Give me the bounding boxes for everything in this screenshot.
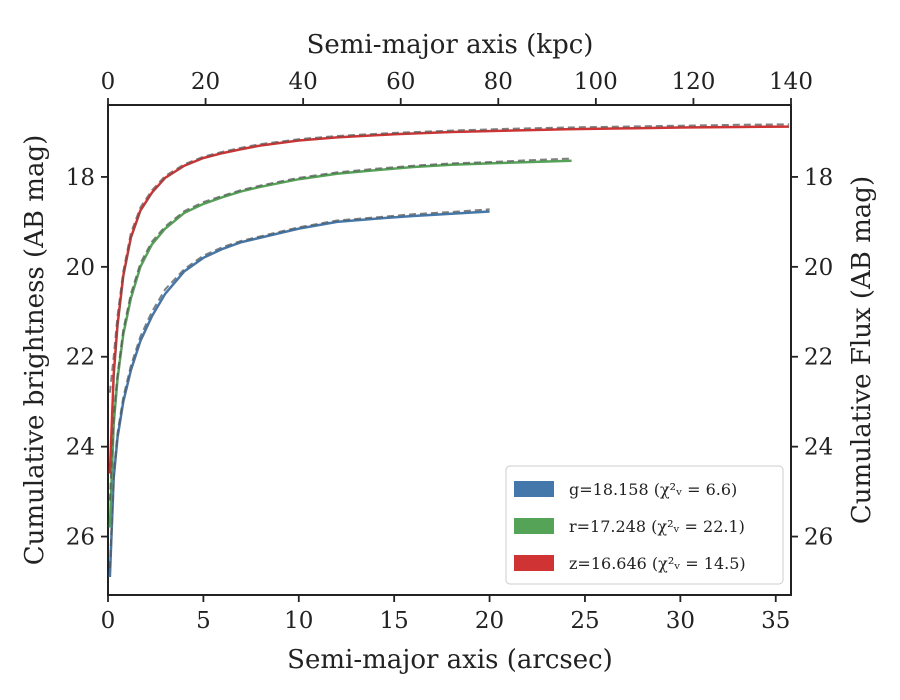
y2-tick-label: 18: [804, 165, 833, 191]
y2-tick-label: 26: [804, 525, 833, 551]
x-tick-label: 10: [284, 608, 313, 634]
x2-tick-label: 120: [671, 69, 715, 95]
x-tick-label: 15: [380, 608, 409, 634]
curve-layer: [108, 123, 790, 578]
legend-swatch-z: [514, 555, 554, 571]
legend-box: [505, 465, 784, 585]
x-tick-label: 20: [475, 608, 504, 634]
x2-tick-label: 0: [101, 69, 116, 95]
model-line-g: [108, 208, 490, 569]
y2-tick-label: 22: [804, 345, 833, 371]
x2-tick-label: 20: [191, 69, 220, 95]
y-axis-left: 18 20 22 24 26: [66, 165, 108, 551]
legend: g=18.158 (χ²ᵥ = 6.6) r=17.248 (χ²ᵥ = 22.1…: [505, 465, 784, 585]
y2-tick-label: 24: [804, 435, 833, 461]
x-tick-label: 30: [666, 608, 695, 634]
x-tick-label: 5: [196, 608, 211, 634]
x2-tick-label: 40: [289, 69, 318, 95]
y-axis-right: 18 20 22 24 26: [791, 165, 833, 551]
x-tick-label: 35: [761, 608, 790, 634]
y-tick-label: 24: [66, 435, 95, 461]
legend-label-r: r=17.248 (χ²ᵥ = 22.1): [569, 517, 745, 536]
x-tick-label: 0: [101, 608, 116, 634]
x-axis-bottom: 0 5 10 15 20 25 30 35: [101, 595, 790, 634]
x2-axis-title: Semi-major axis (kpc): [307, 30, 594, 60]
y-tick-label: 26: [66, 525, 95, 551]
x2-tick-label: 80: [484, 69, 513, 95]
legend-swatch-r: [514, 518, 554, 534]
y-tick-label: 20: [66, 255, 95, 281]
y2-axis-title: Cumulative Flux (AB mag): [847, 176, 877, 524]
legend-label-g: g=18.158 (χ²ᵥ = 6.6): [569, 480, 737, 499]
y-axis-title: Cumulative brightness (AB mag): [20, 135, 50, 566]
x2-tick-label: 60: [386, 69, 415, 95]
model-line-z: [108, 123, 790, 393]
legend-swatch-g: [514, 481, 554, 497]
x2-tick-label: 100: [574, 69, 618, 95]
legend-label-z: z=16.646 (χ²ᵥ = 14.5): [569, 554, 746, 573]
y-tick-label: 18: [66, 165, 95, 191]
x-axis-title: Semi-major axis (arcsec): [287, 645, 613, 675]
y2-tick-label: 20: [804, 255, 833, 281]
x-tick-label: 25: [570, 608, 599, 634]
x-axis-top: 0 20 40 60 80 100 120 140: [101, 69, 813, 105]
x2-tick-label: 140: [769, 69, 813, 95]
y-tick-label: 22: [66, 345, 95, 371]
